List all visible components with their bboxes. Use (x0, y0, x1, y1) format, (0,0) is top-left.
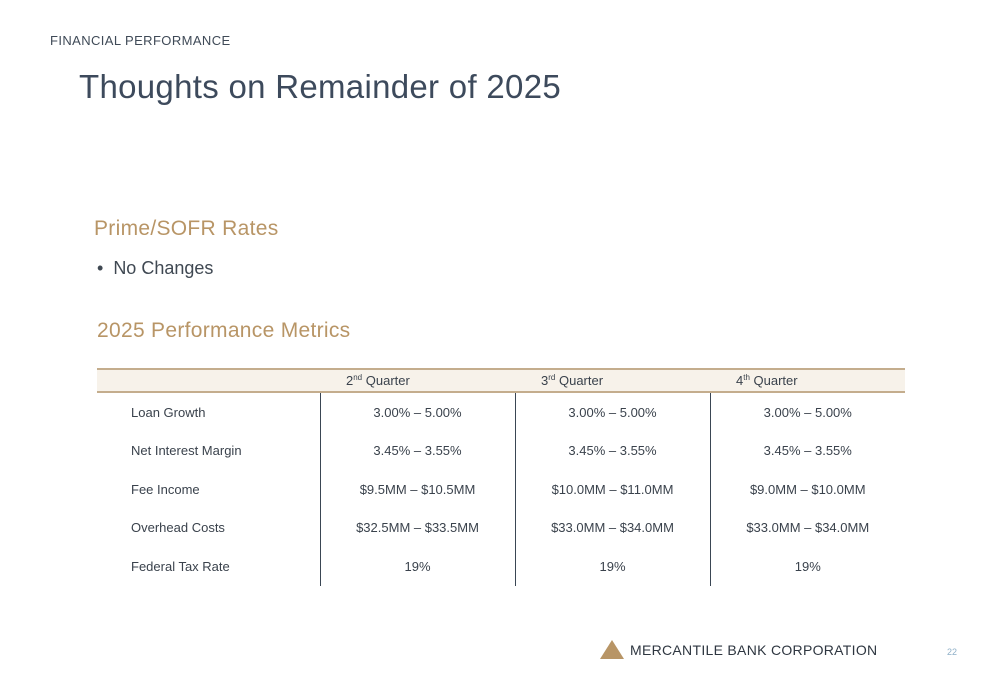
metrics-table: 2nd Quarter 3rd Quarter 4th Quarter Loan… (97, 368, 905, 586)
rates-heading: Prime/SOFR Rates (94, 217, 279, 240)
row-label: Federal Tax Rate (131, 558, 230, 574)
rates-bullet-list: No Changes (97, 258, 213, 279)
column-header-q2: 2nd Quarter (320, 368, 515, 393)
row-label: Loan Growth (131, 404, 206, 420)
table-cell: 3.45% – 3.55% (709, 431, 905, 470)
row-label: Overhead Costs (131, 520, 225, 536)
triangle-logo-icon (600, 640, 624, 659)
table-row: Loan Growth 3.00% – 5.00% 3.00% – 5.00% … (97, 392, 905, 432)
table-cell: 3.00% – 5.00% (514, 392, 710, 432)
page-title: Thoughts on Remainder of 2025 (79, 68, 562, 105)
table-row: Federal Tax Rate 19% 19% 19% (97, 547, 905, 586)
table-row: Overhead Costs $32.5MM – $33.5MM $33.0MM… (97, 508, 905, 547)
bullet-item: No Changes (97, 258, 213, 279)
company-logo: MERCANTILE BANK CORPORATION (600, 640, 877, 659)
table-cell: 3.45% – 3.55% (319, 431, 515, 470)
row-label: Fee Income (131, 481, 200, 497)
metrics-heading: 2025 Performance Metrics (97, 319, 351, 342)
table-cell: 3.00% – 5.00% (319, 392, 515, 432)
table-cell: 3.45% – 3.55% (514, 431, 710, 470)
table-header-row: 2nd Quarter 3rd Quarter 4th Quarter (97, 368, 905, 393)
table-cell: 19% (514, 547, 710, 586)
table-cell: $10.0MM – $11.0MM (514, 470, 710, 509)
section-label: FINANCIAL PERFORMANCE (50, 33, 231, 48)
table-row: Fee Income $9.5MM – $10.5MM $10.0MM – $1… (97, 470, 905, 509)
table-cell: $33.0MM – $34.0MM (514, 508, 710, 547)
table-cell: 3.00% – 5.00% (709, 392, 905, 432)
table-cell: 19% (319, 547, 515, 586)
table-cell: $32.5MM – $33.5MM (319, 508, 515, 547)
table-cell: $9.5MM – $10.5MM (319, 470, 515, 509)
row-label: Net Interest Margin (131, 443, 242, 459)
table-cell: $33.0MM – $34.0MM (709, 508, 905, 547)
company-name: MERCANTILE BANK CORPORATION (630, 641, 878, 658)
column-header-q3: 3rd Quarter (515, 368, 710, 393)
table-row: Net Interest Margin 3.45% – 3.55% 3.45% … (97, 431, 905, 470)
page-number: 22 (947, 647, 958, 657)
table-cell: $9.0MM – $10.0MM (709, 470, 905, 509)
table-cell: 19% (709, 547, 905, 586)
column-header-q4: 4th Quarter (710, 368, 905, 393)
header-blank-cell (97, 368, 320, 393)
